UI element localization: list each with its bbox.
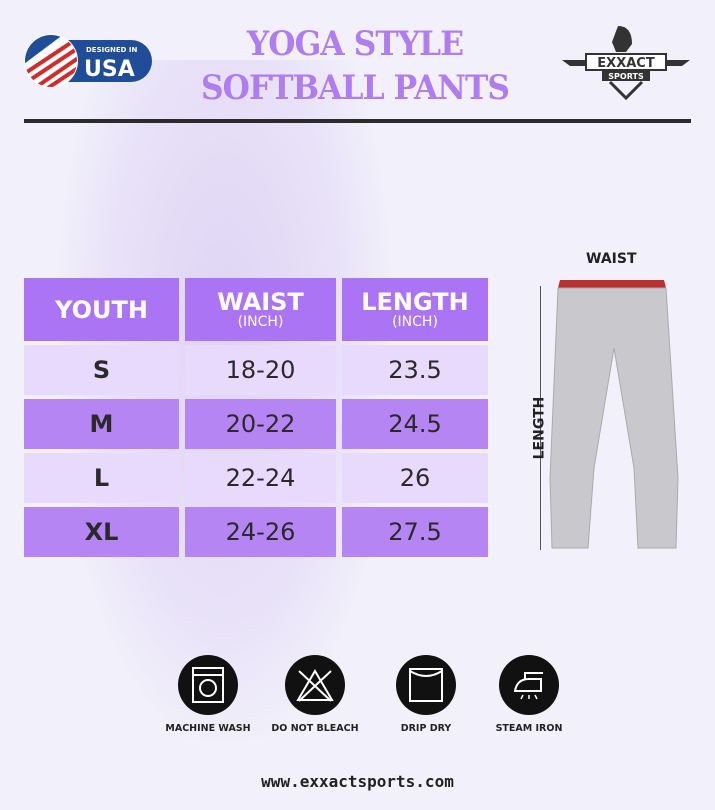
badge-big-text: USA [84, 57, 135, 82]
designed-in-usa-badge: DESIGNED IN USA [24, 34, 154, 88]
length-cell: 23.5 [342, 345, 488, 395]
size-cell: L [24, 453, 179, 503]
waist-label: WAIST [586, 251, 637, 267]
size-cell: S [24, 345, 179, 395]
waist-cell: 24-26 [185, 507, 336, 557]
care-label: DRIP DRY [400, 723, 452, 734]
page-title: YOGA STYLE SOFTBALL PANTS [185, 22, 525, 110]
header-length: LENGTH (INCH) [342, 278, 488, 341]
table-row: M 20-22 24.5 [24, 399, 488, 449]
website-url[interactable]: www.exxactsports.com [261, 772, 454, 791]
machine-wash-icon [178, 655, 238, 715]
header-youth: YOUTH [24, 278, 179, 341]
title-line-1: YOGA STYLE [246, 24, 464, 64]
logo-text: EXXACT [597, 56, 655, 71]
eagle-head-icon [612, 26, 632, 52]
care-drip-dry: DRIP DRY [366, 655, 486, 734]
size-cell: M [24, 399, 179, 449]
table-row: L 22-24 26 [24, 453, 488, 503]
do-not-bleach-icon [285, 655, 345, 715]
logo-subtext: SPORTS [608, 72, 644, 81]
size-cell: XL [24, 507, 179, 557]
table-row: S 18-20 23.5 [24, 345, 488, 395]
title-line-2: SOFTBALL PANTS [200, 68, 510, 108]
care-steam-iron: STEAM IRON [469, 655, 589, 734]
length-cell: 26 [342, 453, 488, 503]
steam-iron-icon [499, 655, 559, 715]
pants-image [539, 272, 690, 558]
exxact-sports-logo: EXXACT SPORTS [560, 24, 692, 101]
table-header-row: YOUTH WAIST (INCH) LENGTH (INCH) [24, 278, 488, 341]
header-divider [24, 119, 691, 123]
waist-cell: 18-20 [185, 345, 336, 395]
care-label: MACHINE WASH [165, 723, 251, 734]
length-cell: 24.5 [342, 399, 488, 449]
care-label: DO NOT BLEACH [271, 723, 359, 734]
drip-dry-icon [396, 655, 456, 715]
waist-cell: 22-24 [185, 453, 336, 503]
length-cell: 27.5 [342, 507, 488, 557]
care-label: STEAM IRON [495, 723, 563, 734]
table-row: XL 24-26 27.5 [24, 507, 488, 557]
care-do-not-bleach: DO NOT BLEACH [255, 655, 375, 734]
badge-small-text: DESIGNED IN [86, 46, 137, 54]
size-chart-table: YOUTH WAIST (INCH) LENGTH (INCH) S 18-20 23.… [18, 274, 494, 561]
care-machine-wash: MACHINE WASH [148, 655, 268, 734]
waist-cell: 20-22 [185, 399, 336, 449]
header-waist: WAIST (INCH) [185, 278, 336, 341]
